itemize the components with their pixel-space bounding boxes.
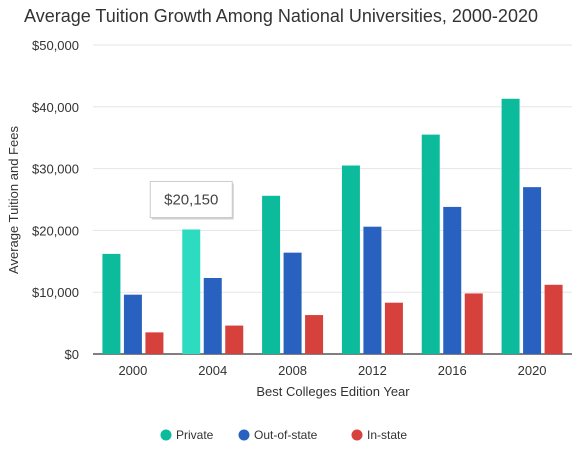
bar-in-state-2020[interactable] — [544, 284, 563, 354]
x-tick-label: 2020 — [518, 363, 547, 378]
legend-label[interactable]: Private — [176, 428, 214, 442]
y-tick-label: $40,000 — [32, 100, 79, 115]
y-tick-label: $50,000 — [32, 38, 79, 53]
y-tick-label: $0 — [65, 347, 79, 362]
bar-out-of-state-2004[interactable] — [203, 277, 222, 354]
bar-in-state-2008[interactable] — [305, 315, 324, 354]
bar-out-of-state-2012[interactable] — [363, 226, 382, 354]
legend-label[interactable]: Out-of-state — [254, 428, 318, 442]
bar-in-state-2016[interactable] — [464, 293, 483, 354]
y-axis-ticks: $0 $10,000 $20,000 $30,000 $40,000 $50,000 — [32, 38, 79, 362]
x-tick-label: 2000 — [118, 363, 147, 378]
bar-private-2000[interactable] — [102, 253, 121, 354]
bar-in-state-2004[interactable] — [225, 325, 244, 354]
bar-out-of-state-2000[interactable] — [123, 294, 142, 354]
bar-in-state-2012[interactable] — [384, 302, 403, 354]
y-tick-label: $20,000 — [32, 223, 79, 238]
x-tick-label: 2016 — [438, 363, 467, 378]
bar-private-2004[interactable] — [182, 229, 201, 354]
legend-marker — [160, 429, 172, 441]
tooltip: $20,150 — [149, 180, 234, 220]
legend-marker — [351, 429, 363, 441]
y-tick-label: $10,000 — [32, 285, 79, 300]
tooltip-box — [149, 180, 233, 218]
legend-label[interactable]: In-state — [367, 428, 407, 442]
bar-private-2016[interactable] — [421, 134, 440, 354]
x-tick-label: 2008 — [278, 363, 307, 378]
chart-title: Average Tuition Growth Among National Un… — [24, 6, 538, 26]
bar-private-2008[interactable] — [262, 195, 281, 354]
gridlines — [93, 44, 572, 355]
bars — [102, 98, 563, 355]
y-tick-label: $30,000 — [32, 162, 79, 177]
bar-private-2020[interactable] — [501, 98, 520, 355]
y-axis-label: Average Tuition and Fees — [6, 126, 21, 274]
x-tick-label: 2004 — [198, 363, 227, 378]
legend-marker — [238, 429, 250, 441]
x-axis-ticks: 2000 2004 2008 2012 2016 2020 — [118, 363, 546, 378]
bar-out-of-state-2020[interactable] — [523, 187, 542, 354]
bar-out-of-state-2008[interactable] — [283, 252, 302, 354]
x-axis-label: Best Colleges Edition Year — [256, 384, 410, 399]
bar-out-of-state-2016[interactable] — [443, 206, 462, 354]
bar-private-2012[interactable] — [341, 165, 360, 354]
legend: Private Out-of-state In-state — [160, 428, 407, 442]
tooltip-value: $20,150 — [164, 191, 218, 208]
x-tick-label: 2012 — [358, 363, 387, 378]
bar-in-state-2000[interactable] — [145, 332, 164, 354]
